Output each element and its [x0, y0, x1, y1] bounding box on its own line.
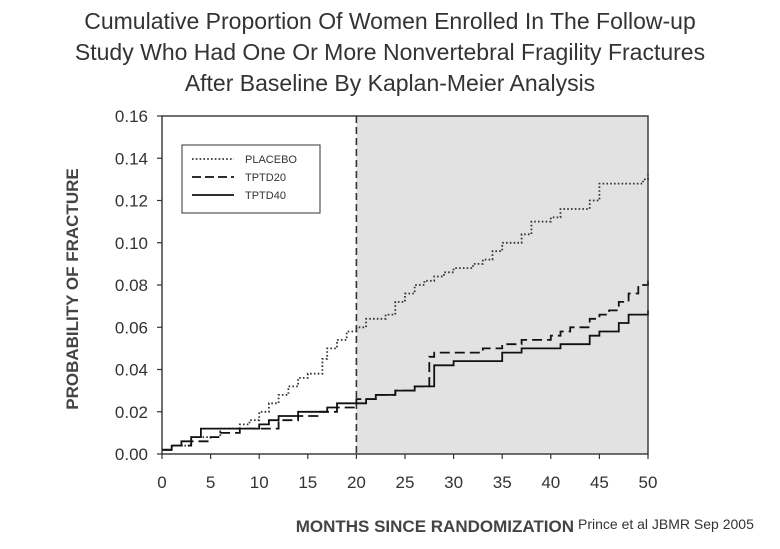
x-tick-label: 45 [590, 473, 609, 492]
x-axis-ticks: 0 5 10 15 20 25 30 35 40 45 50 [157, 454, 657, 492]
y-tick-label: 0.06 [115, 318, 148, 337]
y-tick-label: 0.00 [115, 445, 148, 464]
x-tick-label: 40 [541, 473, 560, 492]
shaded-region [356, 116, 648, 454]
y-axis-ticks: 0.00 0.02 0.04 0.06 0.08 0.10 0.12 0.14 0.16 [115, 107, 162, 464]
x-tick-label: 10 [250, 473, 269, 492]
y-tick-label: 0.02 [115, 403, 148, 422]
x-axis-label: MONTHS SINCE RANDOMIZATION [296, 517, 574, 536]
legend-label-placebo: PLACEBO [245, 154, 297, 166]
legend-label-tptd40: TPTD40 [245, 190, 286, 202]
legend-box [181, 144, 321, 214]
x-tick-label: 20 [347, 473, 366, 492]
title-line-3: After Baseline By Kaplan-Meier Analysis [184, 70, 596, 96]
x-tick-label: 35 [493, 473, 512, 492]
y-tick-label: 0.10 [115, 234, 148, 253]
series-line-tptd40 [162, 310, 649, 451]
x-tick-label: 25 [396, 473, 415, 492]
x-tick-label: 50 [639, 473, 658, 492]
source-credit: Prince et al JBMR Sep 2005 [578, 516, 754, 532]
y-tick-label: 0.04 [115, 361, 148, 380]
series-layer [162, 175, 649, 451]
x-tick-label: 5 [206, 473, 215, 492]
y-tick-label: 0.12 [115, 192, 148, 211]
y-tick-label: 0.08 [115, 276, 148, 295]
series-line-tptd20 [162, 280, 649, 451]
y-tick-label: 0.14 [115, 149, 148, 168]
x-tick-label: 15 [298, 473, 317, 492]
y-tick-label: 0.16 [115, 107, 148, 126]
title-line-1: Cumulative Proportion Of Women Enrolled … [84, 8, 696, 34]
title-line-2: Study Who Had One Or More Nonvertebral F… [74, 39, 706, 65]
series-line-placebo [162, 175, 649, 451]
legend: PLACEBO TPTD20 TPTD40 [181, 144, 321, 214]
chart-title: Cumulative Proportion Of Women Enrolled … [0, 6, 780, 99]
x-tick-label: 0 [157, 473, 166, 492]
legend-label-tptd20: TPTD20 [245, 172, 286, 184]
y-axis-label: PROBABILITY OF FRACTURE [63, 168, 82, 409]
x-tick-label: 30 [444, 473, 463, 492]
